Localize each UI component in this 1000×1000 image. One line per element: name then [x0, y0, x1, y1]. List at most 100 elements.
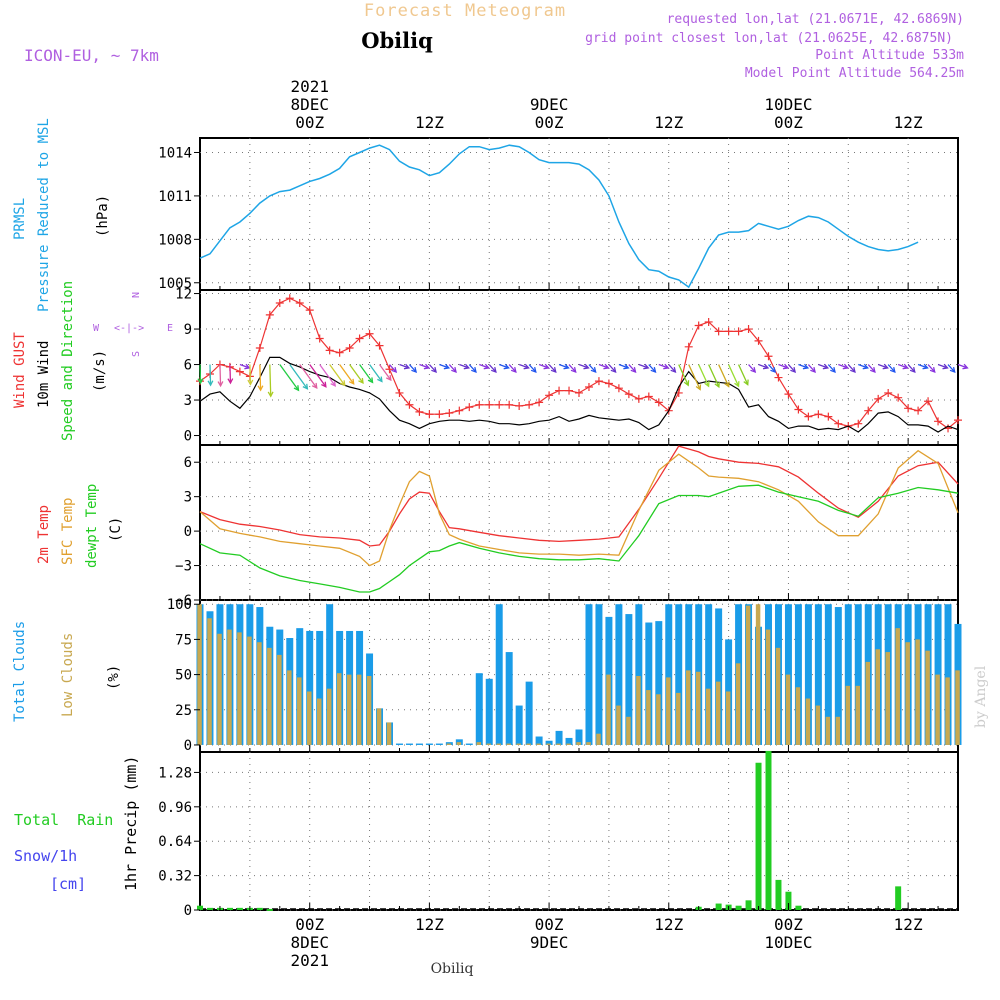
wind-arrow-head: [490, 366, 497, 374]
wind-arrow-head: [391, 366, 398, 374]
rain-bar: [715, 903, 722, 910]
wind-arrow: [199, 364, 202, 383]
model-label: ICON-EU, ~ 7km: [24, 46, 159, 65]
low-cloud-bar: [287, 670, 292, 745]
wind-arrow-head: [750, 366, 757, 374]
total-cloud-bar: [635, 604, 643, 745]
wind-arrow-head: [377, 376, 383, 383]
wind-arrow: [548, 364, 557, 373]
gust-marker: [305, 306, 314, 315]
ytick-label: 1.28: [158, 765, 192, 781]
total-cloud-bar: [844, 604, 852, 745]
gust-marker: [924, 397, 933, 406]
wind-arrow-head: [590, 366, 597, 374]
wind-arrow-head: [543, 363, 550, 370]
gust-marker: [884, 388, 893, 397]
wind-arrow-head: [949, 366, 956, 374]
ytick-label: 0: [184, 903, 192, 919]
ytick-label: 9: [184, 322, 192, 338]
wind-arrow-head: [451, 366, 457, 374]
wind-arrow: [698, 364, 710, 387]
gust-marker: [594, 377, 603, 386]
gust-marker: [604, 379, 613, 388]
wind-arrow: [479, 363, 489, 369]
wind-arrow: [588, 364, 597, 373]
temp-label-dew: dewpt Temp: [84, 484, 100, 568]
wind-arrow-head: [247, 379, 254, 386]
rain-bar: [745, 900, 752, 910]
rain-bar: [206, 907, 213, 910]
rain-bar: [785, 891, 792, 910]
low-cloud-bar: [576, 742, 581, 745]
total-cloud-bar: [794, 604, 802, 745]
gust-marker: [375, 341, 384, 350]
footer-station: Obiliq: [431, 961, 474, 977]
gust-marker: [744, 325, 753, 334]
low-cloud-bar: [725, 691, 731, 745]
wind-arrow-head: [850, 366, 856, 374]
total-cloud-bar: [824, 604, 832, 745]
total-cloud-bar: [834, 607, 842, 745]
wind-arrow: [728, 364, 740, 387]
gust-marker: [325, 346, 334, 355]
wind-arrow-head: [762, 363, 770, 370]
ytick-label: 3: [184, 490, 192, 506]
wind-arrow: [269, 364, 272, 397]
gust-marker: [525, 400, 534, 409]
low-cloud-bar: [765, 629, 771, 745]
wind-arrow-head: [909, 366, 916, 374]
low-cloud-bar: [546, 743, 551, 745]
wind-arrow-head: [367, 377, 374, 384]
wind-arrow: [558, 363, 569, 369]
wind-arrow-head: [650, 366, 657, 374]
gust-marker: [475, 400, 484, 409]
low-cloud-bar: [815, 705, 821, 745]
low-cloud-bar: [326, 688, 332, 745]
low-cloud-bar: [626, 716, 631, 745]
low-cloud-bar: [955, 670, 960, 745]
wind-arrow: [408, 364, 417, 373]
rain-bar: [197, 905, 203, 910]
wind-label-dir: Speed and Direction: [60, 281, 76, 441]
total-cloud-bar: [715, 608, 723, 745]
wind-arrow-head: [348, 378, 355, 385]
gust-marker: [255, 343, 264, 352]
ytick-label: 6: [184, 358, 192, 374]
total-cloud-bar: [306, 630, 314, 745]
gust-marker: [335, 348, 344, 357]
low-cloud-bar: [915, 639, 920, 745]
low-cloud-bar: [676, 692, 681, 745]
low-cloud-bar: [695, 671, 701, 745]
wind-arrow: [229, 364, 232, 383]
temp-labels: 2m Temp SFC Temp dewpt Temp (C): [36, 484, 124, 568]
total-cloud-bar: [545, 740, 553, 745]
total-cloud-bar: [485, 678, 493, 745]
gust-marker: [345, 343, 354, 352]
requested-coords: requested lon,lat (21.0671E, 42.6869N): [667, 12, 964, 27]
rain-bar: [755, 762, 762, 910]
wind-arrow: [568, 364, 577, 373]
wind-arrow-head: [782, 363, 790, 370]
wind-arrow-head: [321, 381, 327, 388]
wind-arrow-head: [257, 385, 264, 392]
gust-marker: [515, 401, 524, 410]
top-time-label: 9DEC: [530, 95, 569, 114]
wind-arrow: [768, 364, 776, 373]
wind-arrow-head: [922, 363, 929, 370]
wind-arrow-head: [623, 363, 630, 370]
low-cloud-bar: [516, 743, 521, 745]
low-cloud-bar: [905, 642, 910, 745]
bottom-time-label: 00Z: [295, 915, 324, 934]
total-cloud-bar: [705, 604, 713, 745]
ytick-label: 1011: [158, 189, 192, 205]
wind-arrow: [917, 363, 928, 369]
temp-2m-line: [199, 445, 959, 547]
wind-arrow: [708, 364, 720, 388]
wind-arrow: [538, 363, 549, 369]
gust-marker: [754, 336, 763, 345]
wind-arrow: [598, 363, 609, 369]
precip-labels: Total Rain Snow/1h [cm] 1hr Precip (mm): [14, 756, 140, 893]
low-cloud-bar: [556, 743, 561, 745]
ytick-label: 50: [175, 668, 192, 684]
